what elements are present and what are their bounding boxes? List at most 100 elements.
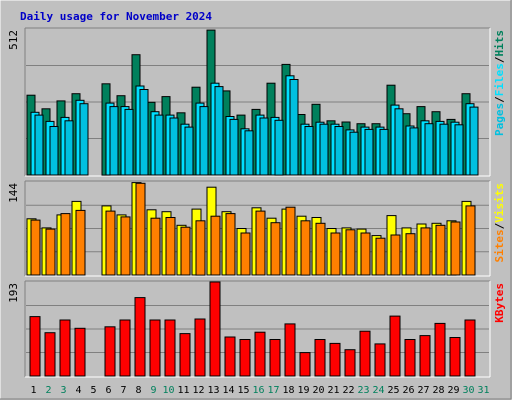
bar-sites-4	[75, 209, 86, 276]
ymax-label-kbytes: 193	[7, 283, 20, 303]
bar-kbytes-19	[299, 352, 311, 377]
x-tick-label-20: 20	[312, 385, 324, 396]
bar-kbytes-25	[389, 315, 401, 377]
bar-sites-15	[240, 232, 251, 276]
x-tick-label-17: 17	[267, 385, 279, 396]
bar-pages-29	[454, 124, 464, 176]
x-tick-label-23: 23	[357, 385, 369, 396]
x-axis-labels: 1 2 3 4 5 6 7 8 9 10 11 12 13 14 15 16 17 18 19 20 21 22 23 24 2…	[30, 385, 489, 396]
bar-sites-20	[315, 222, 326, 276]
x-tick-label-2: 2	[45, 385, 51, 396]
bar-sites-22	[345, 229, 356, 276]
bar-pages-18	[289, 79, 299, 176]
bar-kbytes-28	[434, 322, 446, 377]
bar-sites-10	[165, 217, 176, 276]
bar-pages-25	[394, 108, 404, 176]
bar-kbytes-1	[29, 316, 41, 377]
bar-kbytes-9	[149, 319, 161, 377]
x-tick-label-15: 15	[237, 385, 249, 396]
x-tick-label-16: 16	[252, 385, 264, 396]
x-tick-label-12: 12	[192, 385, 204, 396]
bar-sites-25	[390, 234, 401, 276]
bar-sites-11	[180, 226, 191, 276]
bar-pages-2	[49, 126, 59, 176]
bar-sites-9	[150, 217, 161, 276]
bar-pages-14	[229, 118, 239, 176]
x-tick-label-3: 3	[60, 385, 66, 396]
bar-kbytes-8	[134, 297, 146, 377]
bar-sites-1	[30, 219, 41, 276]
bar-sites-14	[225, 213, 236, 276]
bar-sites-7	[120, 216, 131, 276]
bar-kbytes-22	[344, 349, 356, 377]
bar-kbytes-2	[44, 332, 56, 377]
x-tick-label-1: 1	[30, 385, 36, 396]
bar-kbytes-3	[59, 319, 71, 377]
bar-pages-3	[64, 120, 74, 176]
bar-pages-24	[379, 128, 389, 176]
bar-pages-10	[169, 117, 179, 176]
bar-pages-23	[364, 128, 374, 176]
bar-pages-11	[184, 126, 194, 176]
bar-sites-12	[195, 220, 206, 276]
x-tick-label-19: 19	[297, 385, 309, 396]
x-tick-label-18: 18	[282, 385, 294, 396]
bar-kbytes-16	[254, 331, 266, 377]
x-tick-label-10: 10	[162, 385, 174, 396]
x-tick-label-9: 9	[150, 385, 156, 396]
bar-kbytes-23	[359, 330, 371, 377]
bar-pages-20	[319, 123, 329, 176]
x-tick-label-28: 28	[432, 385, 444, 396]
legend-visits-sites: Sites/Visits	[493, 183, 506, 263]
bar-sites-16	[255, 210, 266, 276]
x-tick-label-13: 13	[207, 385, 219, 396]
bar-pages-13	[214, 86, 224, 176]
bar-kbytes-4	[74, 327, 86, 377]
bar-kbytes-12	[194, 318, 206, 377]
bar-sites-26	[405, 233, 416, 276]
bar-pages-9	[154, 114, 164, 176]
bar-sites-18	[285, 206, 296, 276]
bar-sites-3	[60, 213, 71, 276]
bar-sites-28	[435, 224, 446, 276]
x-tick-label-25: 25	[387, 385, 399, 396]
bar-sites-6	[105, 210, 116, 276]
bar-kbytes-26	[404, 339, 416, 377]
bar-sites-13	[210, 215, 221, 276]
bar-sites-24	[375, 237, 386, 276]
ymax-label-hits-files-pages: 512	[7, 30, 20, 50]
bar-kbytes-24	[374, 343, 386, 377]
bar-kbytes-7	[119, 319, 131, 377]
bar-pages-6	[109, 106, 119, 176]
bar-kbytes-13	[209, 281, 221, 377]
bar-pages-7	[124, 108, 134, 176]
bar-pages-1	[34, 114, 44, 176]
bar-pages-4	[79, 103, 89, 176]
x-tick-label-8: 8	[135, 385, 141, 396]
panel-kbytes: 193 KBytes	[7, 280, 506, 378]
bar-kbytes-14	[224, 336, 236, 377]
legend-kbytes: KBytes	[493, 283, 506, 323]
bar-sites-30	[465, 205, 476, 276]
bar-kbytes-17	[269, 339, 281, 377]
bar-sites-29	[450, 221, 461, 276]
bar-sites-2	[45, 228, 56, 276]
panel-hits-files-pages: 512 Pages/Files/Hits	[7, 27, 506, 177]
legend-hits-files-pages: Pages/Files/Hits	[493, 30, 506, 136]
bar-kbytes-21	[329, 342, 341, 377]
x-tick-label-22: 22	[342, 385, 354, 396]
x-tick-label-4: 4	[75, 385, 81, 396]
bar-pages-22	[349, 131, 359, 176]
ymax-label-visits-sites: 144	[7, 183, 20, 203]
bar-kbytes-10	[164, 319, 176, 377]
x-tick-label-11: 11	[177, 385, 189, 396]
bar-pages-21	[334, 126, 344, 176]
bar-pages-8	[139, 89, 149, 176]
x-tick-label-6: 6	[105, 385, 111, 396]
x-tick-label-21: 21	[327, 385, 339, 396]
bar-kbytes-27	[419, 335, 431, 377]
bar-sites-23	[360, 232, 371, 276]
x-tick-label-29: 29	[447, 385, 459, 396]
x-tick-label-30: 30	[462, 385, 474, 396]
x-tick-label-27: 27	[417, 385, 429, 396]
